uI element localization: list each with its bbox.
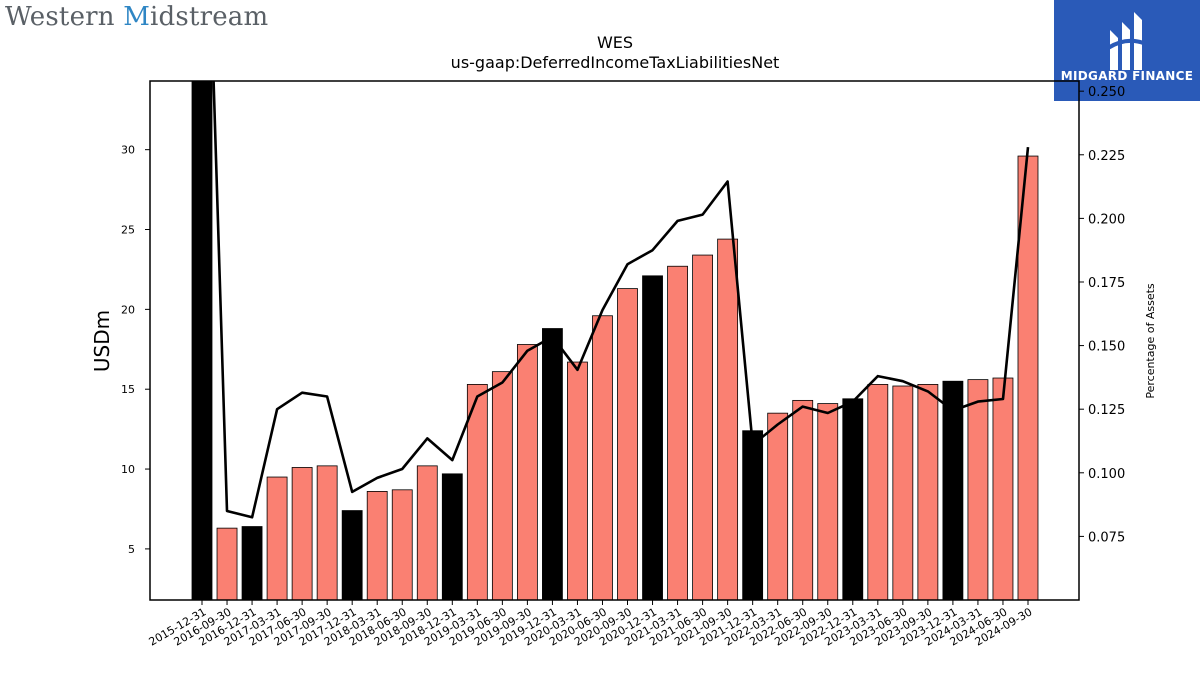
bar-2020-06-30: [592, 315, 613, 601]
bar-2022-06-30: [792, 399, 814, 601]
bar-2018-09-30: [416, 465, 438, 601]
y2-tick-label-5: 0.200: [1088, 212, 1125, 227]
y-tick-label-10: 10: [121, 463, 135, 476]
line-group: [212, 81, 1030, 519]
bar-2024-03-31: [967, 379, 989, 601]
bar-2018-06-30: [391, 489, 413, 601]
logo-text-part1: Western: [5, 2, 124, 32]
y-axis-label: USDm: [90, 310, 114, 372]
bar-2019-09-30: [516, 344, 538, 601]
bar-2024-06-30: [992, 377, 1014, 601]
bar-2017-03-31: [266, 476, 288, 601]
bar-2018-03-31: [366, 491, 388, 601]
western-midstream-logo: Western Midstream: [5, 2, 268, 32]
bar-2023-09-30: [917, 384, 939, 601]
bar-2019-12-31: [542, 328, 563, 601]
bar-2020-12-31: [642, 275, 663, 601]
bar-2017-09-30: [316, 465, 338, 601]
bar-2023-12-31: [942, 380, 964, 601]
y2-axis-label: Percentage of Assets: [1144, 283, 1157, 399]
bar-2023-06-30: [892, 385, 914, 601]
plot-frame: [149, 80, 1080, 601]
bar-2021-09-30: [717, 238, 739, 601]
bar-2020-09-30: [617, 288, 638, 601]
bar-2020-03-31: [567, 361, 588, 601]
percentage-of-assets-line: [212, 81, 1030, 519]
y2-tick-label-4: 0.175: [1088, 276, 1125, 291]
logo-text-accent: M: [123, 2, 151, 32]
right-axis: 0.075 0.100 0.125 0.150 0.175 0.200 0.225 0.250: [1079, 85, 1125, 545]
bar-2016-09-30: [216, 527, 238, 601]
chart-subtitle: us-gaap:DeferredIncomeTaxLiabilitiesNet: [451, 53, 780, 72]
bar-2019-06-30: [491, 371, 513, 601]
y2-tick-label-2: 0.125: [1088, 403, 1125, 418]
bar-2022-09-30: [817, 403, 839, 601]
chart-title: WES: [597, 33, 633, 52]
left-axis: 5 10 15 20 25 30: [121, 144, 150, 556]
y2-tick-label-0: 0.075: [1088, 530, 1125, 545]
y-tick-label-15: 15: [121, 383, 135, 396]
y2-tick-label-3: 0.150: [1088, 340, 1125, 355]
bar-2015-12-31: [191, 80, 213, 601]
midgard-finance-name: MIDGARD FINANCE: [1060, 69, 1194, 83]
bar-2021-03-31: [667, 265, 688, 601]
bar-2022-12-31: [842, 398, 864, 601]
bar-2021-12-31: [742, 430, 764, 601]
logo-text-part2: idstream: [150, 2, 269, 32]
y-tick-label-5: 5: [128, 543, 135, 556]
bar-2021-06-30: [692, 254, 713, 601]
y2-tick-label-1: 0.100: [1088, 467, 1125, 482]
midgard-emblem-icon: [1106, 12, 1147, 70]
y2-tick-label-7: 0.250: [1088, 85, 1125, 100]
y-tick-label-30: 30: [121, 144, 135, 157]
y-tick-label-25: 25: [121, 224, 135, 237]
y2-tick-label-6: 0.225: [1088, 149, 1125, 164]
bar-group: [191, 80, 1039, 601]
bar-2023-03-31: [867, 384, 889, 601]
bar-2016-12-31: [241, 526, 263, 601]
bar-2022-03-31: [767, 412, 789, 601]
y-tick-label-20: 20: [121, 303, 135, 316]
bar-2017-12-31: [341, 510, 363, 601]
bar-2018-12-31: [441, 473, 463, 601]
bar-2017-06-30: [291, 467, 313, 601]
x-axis: 2015-12-312016-09-302016-12-312017-03-31…: [147, 600, 1034, 649]
